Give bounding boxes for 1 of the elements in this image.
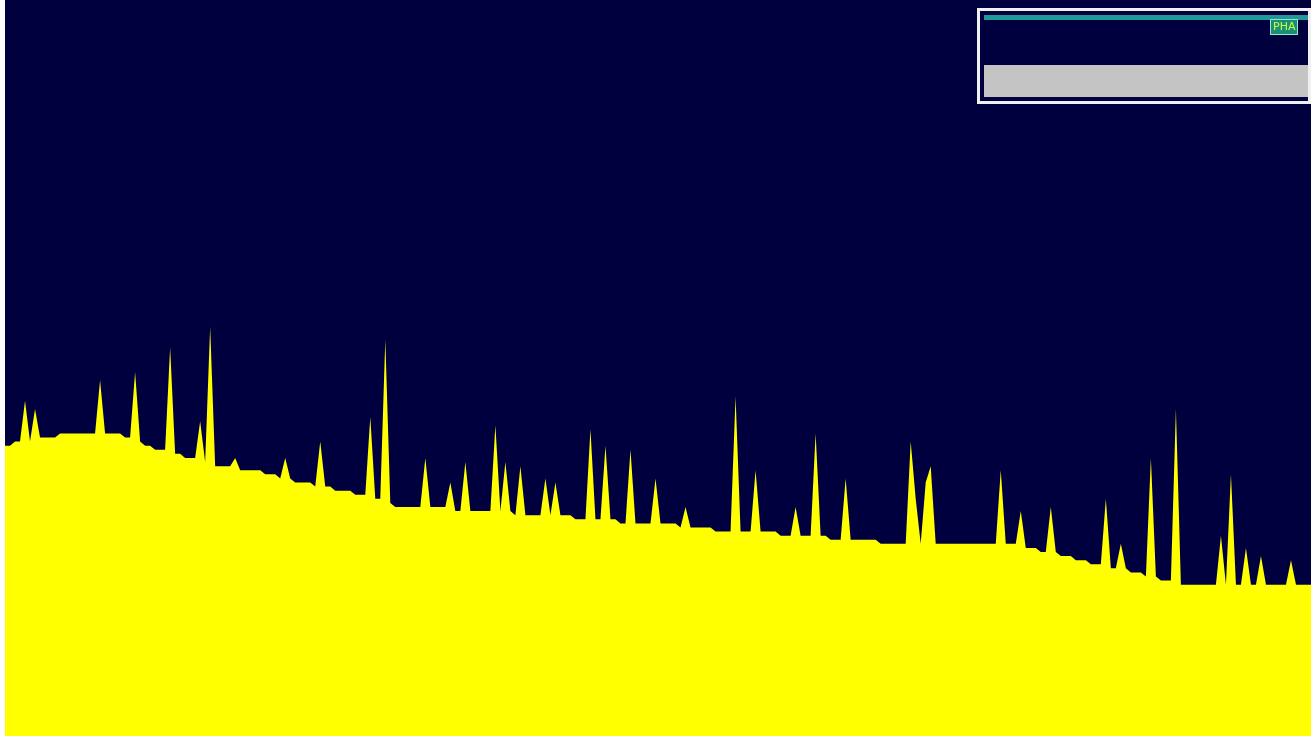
- text: PHA: [1270, 19, 1299, 35]
